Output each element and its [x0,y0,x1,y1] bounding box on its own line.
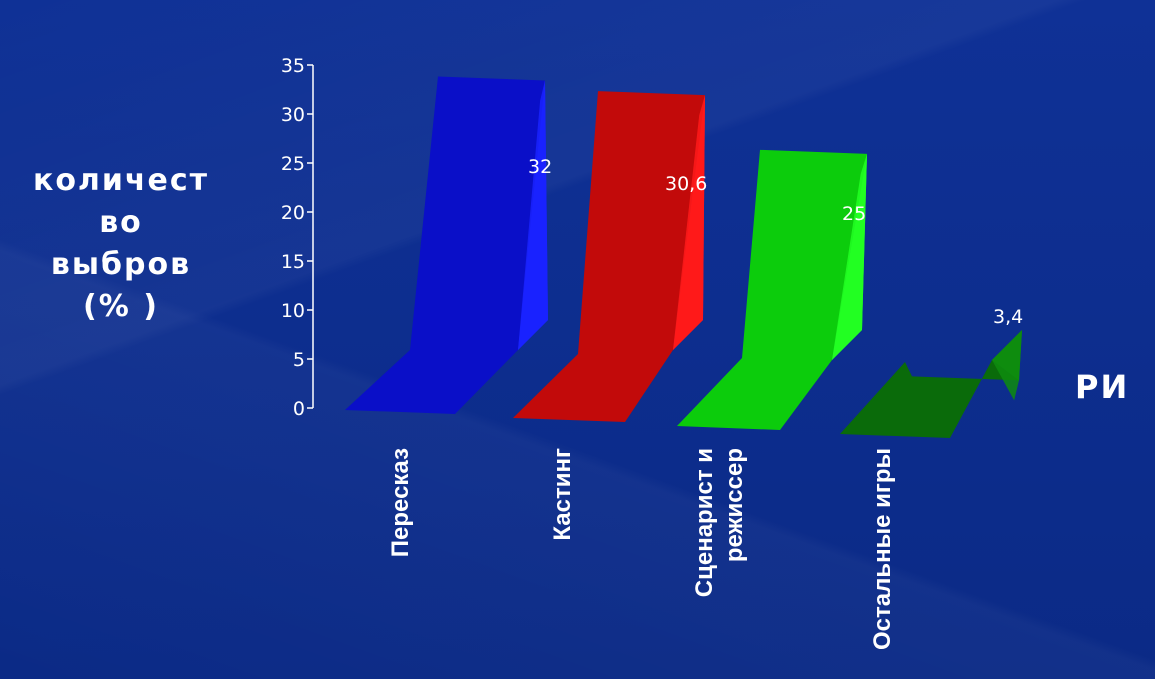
bar-side [518,80,548,350]
category-label: Остальные игры [869,448,896,650]
y-tick-label: 0 [293,398,305,420]
data-label: 3,4 [993,306,1023,328]
y-tick-label: 25 [281,153,305,175]
category-label: Пересказ [387,448,414,557]
y-axis-label-line: выбров [50,247,192,282]
category-labels: Пересказ Кастинг Сценарист и режиссер Осталь… [387,448,896,650]
bar-side [992,330,1022,401]
corner-label: РИ [1075,368,1130,406]
bar-side [673,95,705,350]
y-tick-label: 35 [281,55,305,77]
bar [677,149,867,430]
y-axis-label-line: (% ) [83,289,159,324]
bar [513,91,705,422]
y-axis-label-line: во [99,205,143,240]
y-axis-label-line: количест [32,163,210,198]
bar [345,76,545,414]
category-label: режиссер [721,448,748,562]
data-labels: 32 30,6 25 3,4 [528,156,1023,328]
y-tick-label: 10 [281,300,305,322]
data-label: 32 [528,156,552,178]
bar [840,360,1019,438]
data-label: 25 [842,203,866,225]
category-label: Кастинг [549,448,576,541]
data-label: 30,6 [665,173,707,195]
category-label: Сценарист и [691,448,718,597]
y-axis-label: количест во выбров (% ) [8,160,234,328]
bar-side [832,153,867,360]
y-tick-label: 5 [293,349,305,371]
y-tick-label: 30 [281,104,305,126]
y-axis: 0 5 10 15 20 25 30 35 [281,55,314,420]
y-tick-label: 15 [281,251,305,273]
bars [345,76,1022,438]
y-tick-label: 20 [281,202,305,224]
